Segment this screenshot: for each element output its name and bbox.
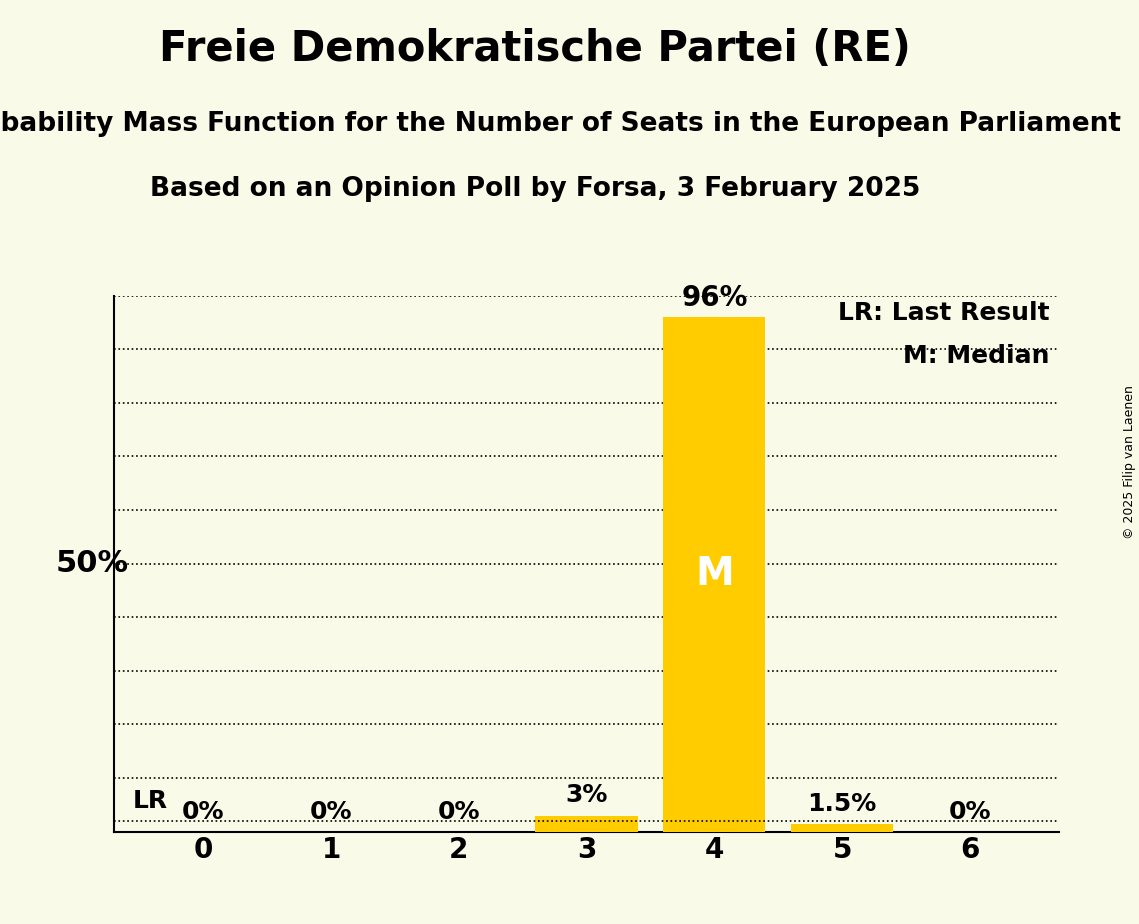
Text: Freie Demokratische Partei (RE): Freie Demokratische Partei (RE) xyxy=(159,28,911,69)
Text: © 2025 Filip van Laenen: © 2025 Filip van Laenen xyxy=(1123,385,1136,539)
Text: M: M xyxy=(695,555,734,593)
Text: M: Median: M: Median xyxy=(903,344,1050,368)
Text: LR: Last Result: LR: Last Result xyxy=(838,301,1050,325)
Text: 0%: 0% xyxy=(949,799,991,823)
Text: 0%: 0% xyxy=(182,799,224,823)
Text: Based on an Opinion Poll by Forsa, 3 February 2025: Based on an Opinion Poll by Forsa, 3 Feb… xyxy=(150,176,920,201)
Text: 1.5%: 1.5% xyxy=(808,792,877,816)
Text: 0%: 0% xyxy=(437,799,480,823)
Text: 96%: 96% xyxy=(681,284,747,311)
Text: 3%: 3% xyxy=(565,784,608,808)
Text: LR: LR xyxy=(133,789,169,813)
Text: 0%: 0% xyxy=(310,799,352,823)
Bar xyxy=(535,816,638,832)
Text: 50%: 50% xyxy=(56,549,129,578)
Text: Probability Mass Function for the Number of Seats in the European Parliament: Probability Mass Function for the Number… xyxy=(0,111,1121,137)
Bar xyxy=(790,823,893,832)
Bar xyxy=(663,317,765,832)
